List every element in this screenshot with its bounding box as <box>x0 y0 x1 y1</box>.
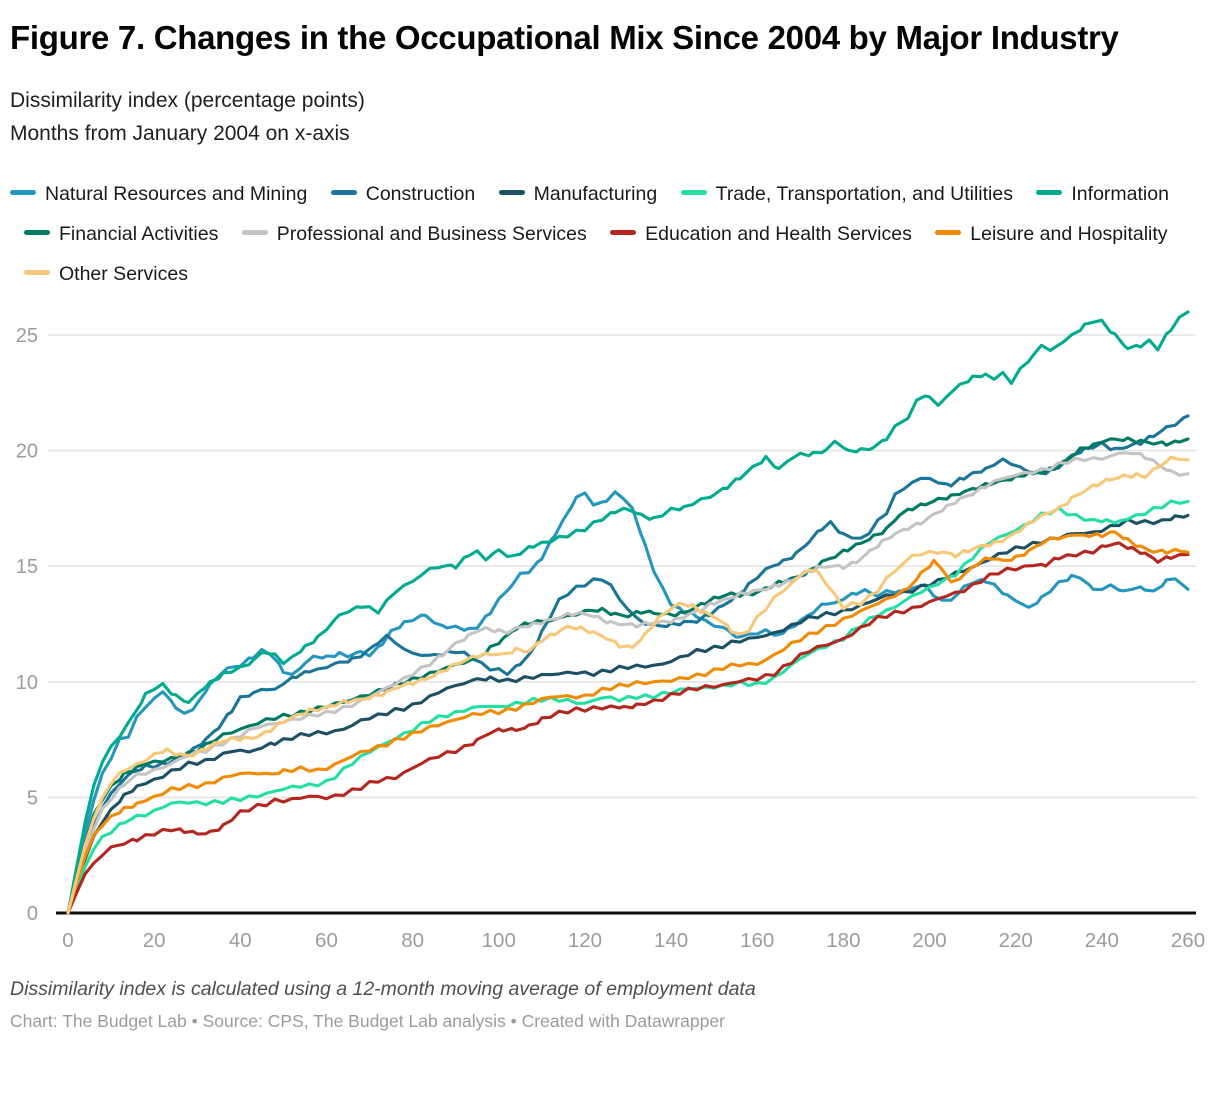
legend-label: Construction <box>365 182 476 205</box>
legend-item: Other Services <box>10 263 188 285</box>
legend-item: Manufacturing <box>485 182 658 205</box>
legend-label: Leisure and Hospitality <box>970 222 1168 245</box>
series-line-leisure-and-hospitality <box>66 529 1190 915</box>
series-line-manufacturing <box>66 513 1190 915</box>
x-tick-label: 200 <box>912 929 946 952</box>
y-tick-label: 25 <box>16 325 38 347</box>
x-tick-label: 60 <box>315 929 338 952</box>
legend-swatch <box>24 230 50 235</box>
x-tick-label: 180 <box>826 929 860 952</box>
x-tick-label: 120 <box>568 929 602 952</box>
legend-swatch <box>10 190 36 195</box>
legend-item: Professional and Business Services <box>228 223 587 245</box>
x-tick-label: 160 <box>740 929 774 952</box>
series-line-other-services <box>66 455 1190 915</box>
legend-item: Natural Resources and Mining <box>10 183 307 205</box>
legend-label: Manufacturing <box>533 182 658 205</box>
chart-subtitle: Dissimilarity index (percentage points) … <box>10 84 1208 151</box>
subtitle-line-1: Dissimilarity index (percentage points) <box>10 88 365 112</box>
legend-swatch <box>498 190 525 195</box>
legend-swatch <box>1036 190 1063 195</box>
legend-label: Trade, Transportation, and Utilities <box>715 182 1013 205</box>
series-line-trade-transportation-and-utilities <box>66 498 1190 915</box>
x-tick-label: 20 <box>143 929 166 952</box>
y-tick-label: 5 <box>27 787 38 809</box>
legend-swatch <box>24 270 50 275</box>
x-tick-label: 0 <box>62 929 73 952</box>
legend-label: Natural Resources and Mining <box>45 182 308 205</box>
legend-item: Financial Activities <box>10 223 218 245</box>
credit-line: Chart: The Budget Lab • Source: CPS, The… <box>10 1010 725 1031</box>
x-tick-label: 100 <box>482 929 516 952</box>
series-line-information <box>66 309 1190 915</box>
legend-item: Trade, Transportation, and Utilities <box>667 183 1013 205</box>
line-chart-svg: 0 5 10 15 20 25 0 20 40 60 80 100 120 140 160 180 200 220… <box>16 309 1205 952</box>
legend-item: Information <box>1022 183 1169 205</box>
legend-item: Education and Health Services <box>596 223 912 245</box>
y-tick-label: 20 <box>16 440 38 462</box>
subtitle-line-2: Months from January 2004 on x-axis <box>10 122 350 146</box>
x-tick-label: 220 <box>999 929 1033 952</box>
x-tick-label: 260 <box>1171 929 1205 952</box>
y-tick-label: 0 <box>27 903 38 925</box>
chart-title: Figure 7. Changes in the Occupational Mi… <box>10 19 1119 56</box>
x-tick-label: 140 <box>654 929 688 952</box>
series-line-education-and-health-services <box>66 540 1190 915</box>
legend-swatch <box>935 230 962 235</box>
legend-swatch <box>330 190 357 195</box>
legend-swatch <box>610 230 637 235</box>
x-tick-label: 80 <box>401 929 424 952</box>
x-tick-label: 240 <box>1085 929 1119 952</box>
y-tick-label: 15 <box>16 556 38 578</box>
legend-label: Professional and Business Services <box>276 222 587 245</box>
y-tick-label: 10 <box>16 671 38 693</box>
legend-item: Leisure and Hospitality <box>921 222 1168 245</box>
line-chart-plot: 0 5 10 15 20 25 0 20 40 60 80 100 120 140 160 180 200 220… <box>0 299 1220 964</box>
legend-item: Construction <box>317 183 475 205</box>
x-tick-label: 40 <box>229 929 252 952</box>
footnote: Dissimilarity index is calculated using … <box>10 977 756 1000</box>
legend-label: Information <box>1071 182 1169 205</box>
legend-label: Other Services <box>59 262 188 285</box>
series-line-professional-and-business-services <box>66 451 1190 915</box>
chart-legend: Natural Resources and Mining Constructio… <box>10 175 1195 295</box>
legend-swatch <box>680 190 707 195</box>
legend-label: Financial Activities <box>59 222 219 245</box>
legend-label: Education and Health Services <box>645 222 912 245</box>
legend-swatch <box>241 230 268 235</box>
series-line-construction <box>66 413 1190 915</box>
